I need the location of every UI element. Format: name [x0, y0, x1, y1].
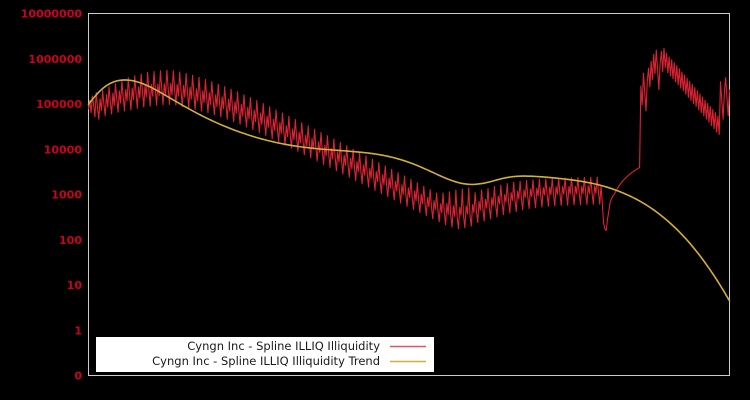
y-tick-label: 1 [74, 324, 82, 337]
y-tick-label: 1000000 [28, 53, 82, 66]
y-tick-label: 0 [74, 370, 82, 383]
y-tick-label: 100000 [36, 98, 82, 111]
y-tick-label: 10000 [44, 143, 83, 156]
legend-label-illiquidity-trend: Cyngn Inc - Spline ILLIQ Illiquidity Tre… [152, 354, 380, 368]
plot-area-border [88, 13, 730, 376]
y-tick-label: 100 [59, 234, 82, 247]
legend-label-illiquidity: Cyngn Inc - Spline ILLIQ Illiquidity [187, 339, 380, 353]
series-illiquidity [87, 47, 731, 232]
series-illiquidity-trend [87, 79, 731, 302]
legend-background [96, 337, 434, 372]
y-tick-label: 10000000 [21, 8, 83, 21]
chart-legend: Cyngn Inc - Spline ILLIQ Illiquidity Cyn… [96, 337, 434, 372]
y-tick-label: 1000 [51, 189, 82, 202]
data-series-group [87, 47, 731, 302]
y-tick-label: 10 [67, 279, 83, 292]
